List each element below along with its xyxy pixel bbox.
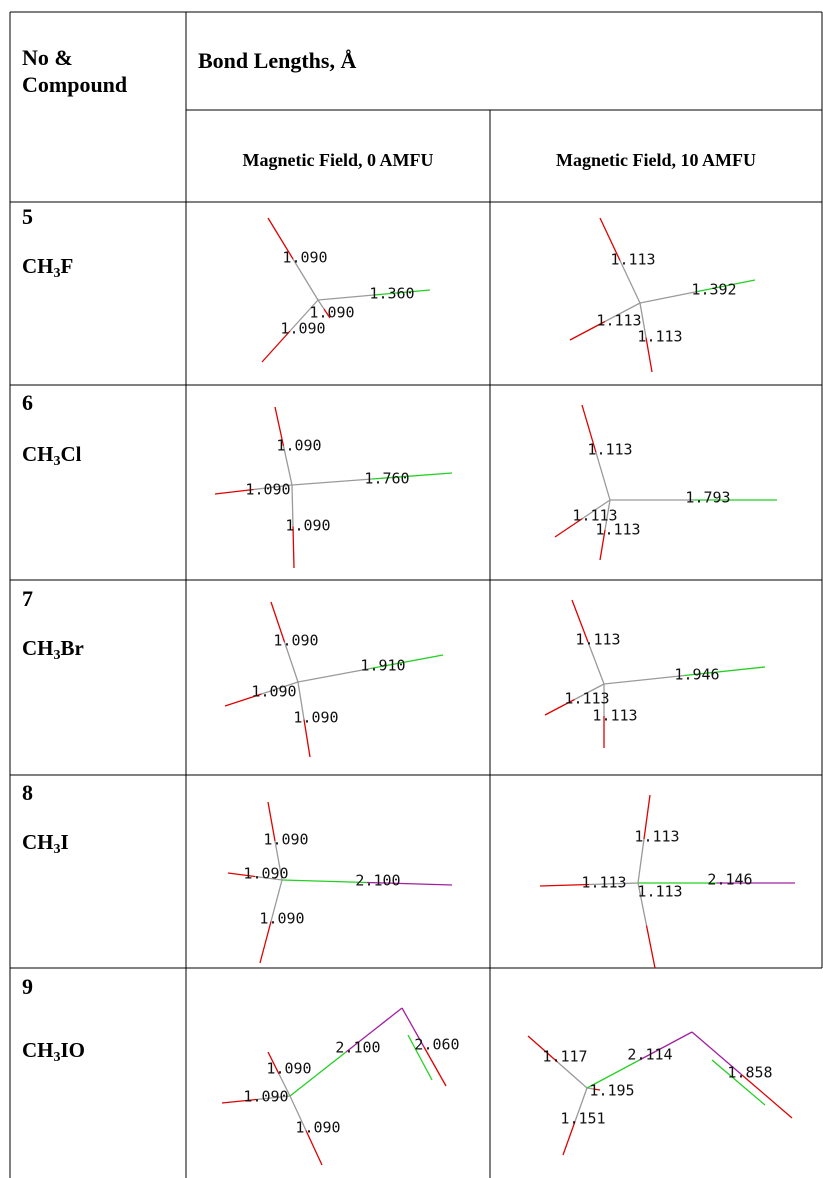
bond-length-label: 2.060 [414,1036,459,1054]
bond-length-label: 1.090 [285,517,330,535]
bond-inner [596,453,610,501]
bond-outer [739,1083,766,1106]
bond-length-label: 1.113 [581,874,626,892]
bond-length-label: 2.146 [707,871,752,889]
bond-length-label: 1.117 [542,1048,587,1066]
bond-length-label: 1.151 [560,1110,605,1128]
row-number: 6 [22,390,33,416]
bond-length-label: 1.090 [282,249,327,267]
bond-inner [638,839,644,883]
row-number: 8 [22,780,33,806]
bond-length-label: 1.113 [587,441,632,459]
bond-length-label: 1.090 [280,320,325,338]
bond-inner [604,676,685,685]
formula-end: IO [61,1038,86,1062]
bond-length-label: 1.090 [245,481,290,499]
bond-length-label: 1.113 [634,828,679,846]
bond-length-label: 1.090 [251,683,296,701]
bond-length-label: 1.910 [360,657,405,675]
formula-main: CH [22,636,54,660]
header-bond-lengths: Bond Lengths, Å [198,47,356,74]
bond-length-label: 1.113 [592,707,637,725]
formula-end: Br [61,636,84,660]
bond-outer [260,922,271,964]
bond-length-label: 1.090 [243,865,288,883]
formula-end: Cl [61,442,82,466]
formula-end: F [61,254,74,278]
formula: CH3F [22,254,73,282]
formula-sub: 3 [54,648,61,663]
bond-length-label: 1.113 [564,690,609,708]
row-number: 7 [22,586,33,612]
bond-inner [558,1062,588,1088]
bond-length-label: 1.090 [263,831,308,849]
formula: CH3Br [22,636,84,664]
formula-main: CH [22,254,54,278]
formula-main: CH [22,1038,54,1062]
bond-length-label: 1.360 [369,285,414,303]
formula: CH3Cl [22,442,82,470]
bond-length-label: 1.113 [637,883,682,901]
bond-length-label: 1.392 [691,281,736,299]
formula-sub: 3 [54,1050,61,1065]
bond-length-label: 1.195 [589,1082,634,1100]
bond-inner [640,292,698,304]
bond-inner [292,479,372,485]
bond-length-label: 1.090 [243,1088,288,1106]
bond-length-label: 1.090 [276,437,321,455]
formula-main: CH [22,830,54,854]
bond-length-label: 1.090 [273,632,318,650]
bond-length-label: 1.113 [637,328,682,346]
header-compound: No & Compound [22,44,162,98]
bond-length-label: 1.090 [259,910,304,928]
bond-inner [318,295,374,300]
formula-sub: 3 [54,454,61,469]
bond-length-label: 1.090 [266,1060,311,1078]
bond-length-label: 1.113 [595,521,640,539]
formula: CH3I [22,830,69,858]
bond-length-label: 2.100 [335,1039,380,1057]
row-number: 5 [22,204,33,230]
bond-length-label: 1.113 [610,251,655,269]
bond-length-label: 1.793 [685,489,730,507]
bond-length-label: 1.113 [575,631,620,649]
formula-sub: 3 [54,842,61,857]
bond-inner [282,880,367,883]
bond-length-label: 1.760 [364,470,409,488]
bond-length-label: 2.114 [627,1046,672,1064]
bond-length-label: 1.090 [295,1119,340,1137]
header-field-0: Magnetic Field, 0 AMFU [186,150,490,171]
header-field-10: Magnetic Field, 10 AMFU [490,150,822,171]
formula-sub: 3 [54,266,61,281]
bond-length-label: 1.113 [596,312,641,330]
page: 1.0901.3601.0901.0901.1131.3921.1131.113… [0,0,823,1178]
bond-outer [420,1058,432,1081]
formula: CH3IO [22,1038,85,1066]
bond-length-label: 2.100 [355,872,400,890]
bond-length-label: 1.090 [293,709,338,727]
formula-main: CH [22,442,54,466]
table-graphics: 1.0901.3601.0901.0901.1131.3921.1131.113… [0,0,823,1178]
bond-outer [647,926,656,969]
row-number: 9 [22,974,33,1000]
bond-length-label: 1.946 [674,666,719,684]
formula-end: I [61,830,69,854]
bond-length-label: 1.858 [727,1064,772,1082]
